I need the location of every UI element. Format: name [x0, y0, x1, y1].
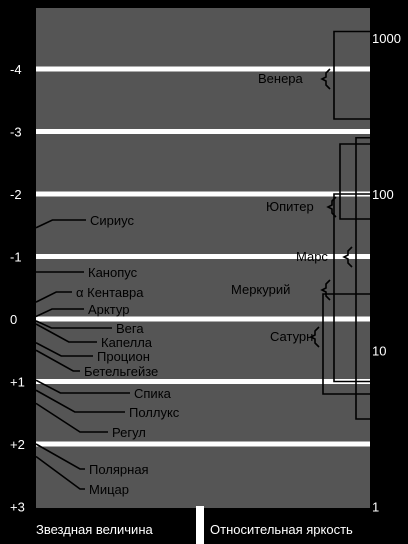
brightness-tick-label: 1 [372, 500, 379, 515]
planet-label: Марс [296, 249, 328, 264]
star-marker: Процион [35, 342, 150, 364]
star-label: Вега [116, 321, 144, 336]
star-leader-line [35, 455, 85, 490]
star-label: Спика [134, 386, 172, 401]
star-marker: Вега [35, 320, 144, 336]
gridlines [36, 66, 370, 447]
planet-brace [320, 279, 331, 301]
star-marker: Бетельгейзе [35, 349, 158, 379]
star-leader-line [35, 349, 80, 372]
planet-label: Меркурий [231, 282, 290, 297]
star-label: Арктур [88, 302, 129, 317]
star-label: Сириус [90, 213, 134, 228]
star-marker: Капелла [35, 323, 153, 350]
brightness-tick-label: 1000 [372, 31, 401, 46]
brightness-scale: 1000 100 10 1 [372, 31, 401, 515]
planets-layer: Венера Юпитер Марс Меркурий Сатурн [231, 30, 370, 420]
planet-brace [342, 246, 353, 268]
magnitude-tick-label: -1 [10, 250, 22, 265]
star-marker: Мицар [35, 455, 129, 497]
magnitude-tick-label: 0 [10, 312, 17, 327]
planet-range-bracket [333, 30, 370, 120]
stars-layer: Сириус Канопус α Кентавра Арктур ВегаКапелла… [35, 213, 180, 497]
caption-divider [196, 506, 204, 544]
planet-range-bracket [339, 143, 370, 220]
star-leader-line [35, 389, 125, 413]
magnitude-tick-label: +2 [10, 437, 25, 452]
star-leader-line [35, 323, 97, 343]
planet-label: Юпитер [266, 199, 314, 214]
gridline [36, 441, 370, 447]
star-label: Процион [97, 349, 150, 364]
magnitude-tick-label: -4 [10, 62, 22, 77]
star-marker: Регул [35, 402, 146, 440]
star-leader-line [35, 342, 93, 357]
star-leader-line [35, 308, 84, 318]
star-marker: Спика [35, 379, 172, 401]
magnitude-tick-label: -3 [10, 125, 22, 140]
planet-range: Меркурий [231, 193, 370, 383]
star-marker: Сириус [35, 213, 134, 229]
star-label: Поллукс [129, 405, 180, 420]
star-marker: Поллукс [35, 389, 180, 420]
gridline [36, 191, 370, 197]
planet-label: Венера [258, 71, 304, 86]
planet-range: Марс [296, 136, 370, 420]
magnitude-tick-label: -2 [10, 187, 22, 202]
caption-right: Относительная яркость [210, 522, 353, 537]
gridline [36, 379, 370, 384]
planet-label: Сатурн [270, 329, 313, 344]
magnitude-scale: -4 -3 -2 -1 0 +1 +2 +3 [10, 62, 25, 515]
planet-range-bracket [355, 136, 370, 420]
planet-brace [309, 326, 320, 348]
star-leader-line [35, 402, 108, 433]
star-label: Бетельгейзе [84, 364, 158, 379]
planet-range-bracket [322, 293, 370, 395]
planet-range: Сатурн [270, 293, 370, 395]
planet-range: Юпитер [266, 143, 370, 220]
star-leader-line [35, 379, 130, 394]
planet-range-bracket [333, 193, 370, 383]
star-leader-line [35, 443, 85, 470]
star-leader-line [35, 219, 86, 229]
planet-brace [320, 68, 331, 90]
caption-left: Звездная величина [36, 522, 153, 537]
star-label: Полярная [89, 462, 149, 477]
planet-brace [326, 196, 337, 218]
star-label: Капелла [101, 335, 153, 350]
star-leader-line [35, 291, 72, 303]
star-label: Канопус [88, 265, 138, 280]
star-marker: Канопус [36, 265, 138, 280]
brightness-tick-label: 100 [372, 187, 394, 202]
star-marker: Арктур [35, 302, 129, 318]
gridline [36, 129, 370, 134]
magnitude-tick-label: +3 [10, 500, 25, 515]
star-label: Регул [112, 425, 146, 440]
star-leader-line [35, 320, 112, 329]
star-label: Мицар [89, 482, 129, 497]
brightness-tick-label: 10 [372, 343, 386, 358]
gridline [36, 316, 370, 322]
magnitude-tick-label: +1 [10, 375, 25, 390]
star-label: α Кентавра [76, 285, 144, 300]
star-marker: α Кентавра [35, 285, 144, 303]
star-marker: Полярная [35, 443, 149, 477]
gridline [36, 254, 370, 259]
gridline [36, 66, 370, 72]
planet-range: Венера [258, 30, 370, 120]
